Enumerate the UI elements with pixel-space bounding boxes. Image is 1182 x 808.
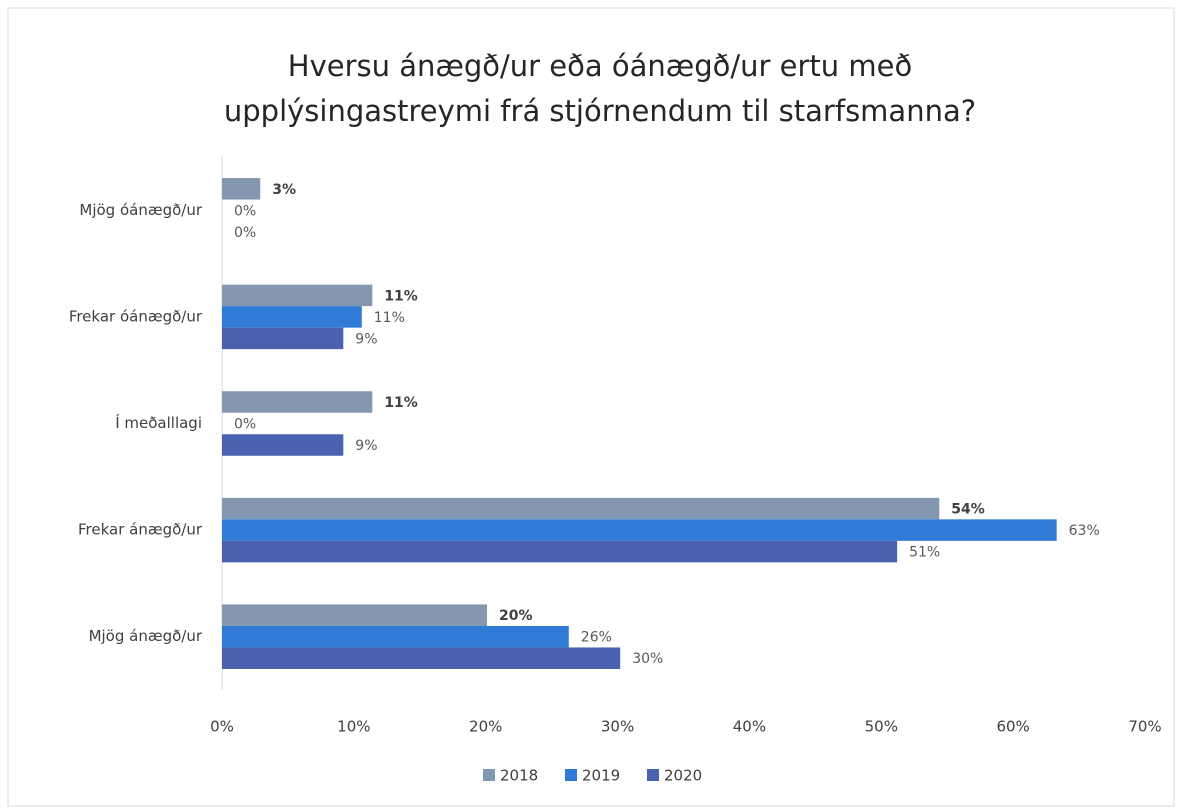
x-tick-label: 50% [865, 718, 898, 736]
y-tick-label: Frekar óánægð/ur [69, 307, 203, 325]
bar [222, 540, 898, 563]
y-tick-label: Frekar ánægð/ur [78, 521, 203, 539]
chart-title: Hversu ánægð/ur eða óánægð/ur ertu með [288, 49, 912, 83]
bar [222, 391, 373, 413]
bar [222, 327, 344, 350]
bar [222, 625, 569, 648]
x-tick-label: 30% [601, 718, 634, 736]
value-label: 30% [632, 651, 663, 667]
bar [222, 519, 1057, 541]
value-label: 11% [374, 310, 405, 326]
value-label: 9% [355, 438, 377, 454]
y-tick-label: Mjög óánægð/ur [79, 201, 202, 219]
value-label: 54% [951, 502, 985, 518]
bar [222, 178, 261, 200]
value-label: 20% [499, 608, 533, 624]
legend-swatch [565, 769, 577, 781]
legend-label: 2020 [664, 767, 702, 785]
value-label: 26% [581, 630, 612, 646]
x-tick-label: 70% [1128, 718, 1161, 736]
value-label: 11% [384, 288, 418, 304]
y-tick-label: Mjög ánægð/ur [89, 627, 203, 645]
x-tick-label: 10% [337, 718, 370, 736]
legend-swatch [647, 769, 659, 781]
value-label: 0% [234, 203, 256, 219]
value-label: 0% [234, 417, 256, 433]
bar [222, 604, 488, 626]
bar [222, 647, 621, 669]
legend-label: 2018 [500, 767, 538, 785]
legend-swatch [483, 769, 495, 781]
x-tick-label: 0% [210, 718, 234, 736]
value-label: 63% [1069, 523, 1100, 539]
bar [222, 284, 373, 307]
chart-title: upplýsingastreymi frá stjórnendum til st… [224, 94, 976, 128]
bar [222, 306, 362, 328]
value-label: 9% [355, 331, 377, 347]
value-label: 11% [384, 395, 418, 411]
value-label: 0% [234, 225, 256, 241]
value-label: 3% [272, 182, 296, 198]
chart-border [7, 7, 1175, 807]
x-tick-label: 20% [469, 718, 502, 736]
x-tick-label: 40% [733, 718, 766, 736]
x-tick-label: 60% [996, 718, 1029, 736]
bar [222, 497, 940, 520]
legend-label: 2019 [582, 767, 620, 785]
value-label: 51% [909, 545, 940, 561]
y-tick-label: Í meðalllagi [115, 413, 202, 432]
bar [222, 434, 344, 456]
